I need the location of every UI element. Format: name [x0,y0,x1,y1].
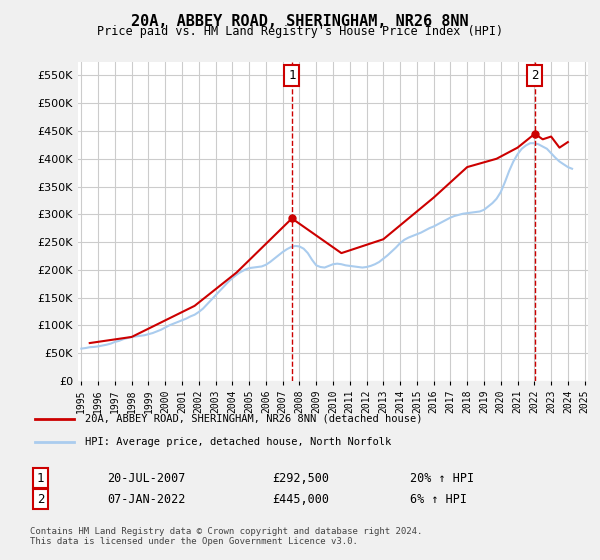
Text: 20A, ABBEY ROAD, SHERINGHAM, NR26 8NN (detached house): 20A, ABBEY ROAD, SHERINGHAM, NR26 8NN (d… [85,414,422,423]
Text: HPI: Average price, detached house, North Norfolk: HPI: Average price, detached house, Nort… [85,437,391,447]
Text: £292,500: £292,500 [272,472,329,484]
Text: 20A, ABBEY ROAD, SHERINGHAM, NR26 8NN: 20A, ABBEY ROAD, SHERINGHAM, NR26 8NN [131,14,469,29]
Text: Contains HM Land Registry data © Crown copyright and database right 2024.
This d: Contains HM Land Registry data © Crown c… [30,526,422,546]
Text: 20% ↑ HPI: 20% ↑ HPI [410,472,475,484]
Text: 2: 2 [531,69,539,82]
Text: 2: 2 [37,493,44,506]
Text: Price paid vs. HM Land Registry's House Price Index (HPI): Price paid vs. HM Land Registry's House … [97,25,503,38]
Text: £445,000: £445,000 [272,493,329,506]
Text: 1: 1 [288,69,296,82]
Text: 6% ↑ HPI: 6% ↑ HPI [410,493,467,506]
Text: 07-JAN-2022: 07-JAN-2022 [107,493,185,506]
Text: 20-JUL-2007: 20-JUL-2007 [107,472,185,484]
Text: 1: 1 [37,472,44,484]
